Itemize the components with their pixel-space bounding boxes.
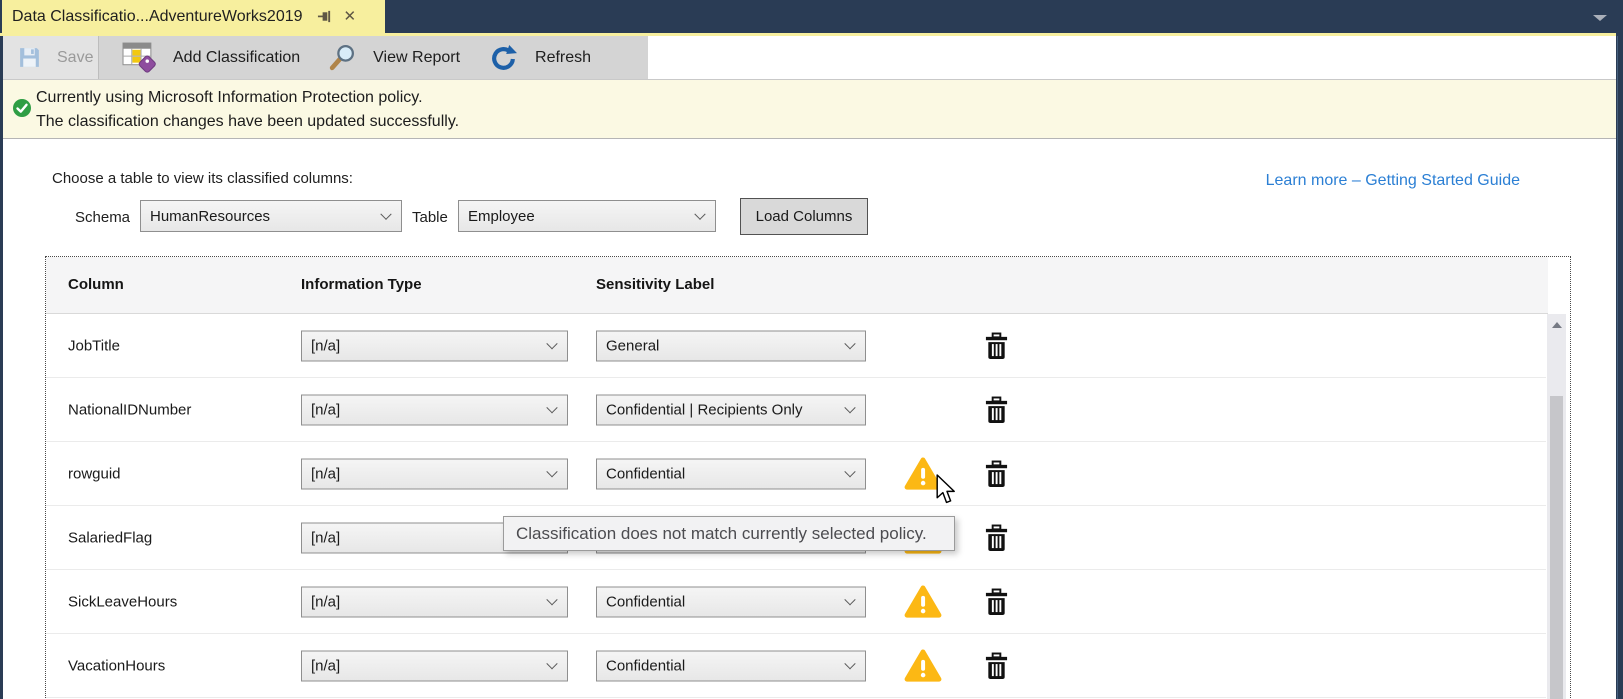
view-report-button[interactable]: View Report [328, 36, 460, 79]
view-report-icon [328, 43, 357, 72]
table-row-nationalidnumber: NationalIDNumber [n/a] Confidential | Re… [46, 378, 1546, 442]
sensitivity-label-select[interactable]: Confidential [596, 650, 866, 681]
save-button[interactable]: Save [3, 36, 99, 79]
schema-value: HumanResources [150, 207, 271, 225]
banner-text: Currently using Microsoft Information Pr… [36, 86, 459, 134]
grid-header: Column Information Type Sensitivity Labe… [46, 257, 1548, 314]
column-name: SalariedFlag [68, 529, 153, 546]
schema-select[interactable]: HumanResources [140, 200, 402, 232]
mouse-cursor-icon [935, 474, 959, 505]
save-icon [17, 45, 42, 70]
chevron-down-icon [546, 338, 558, 350]
chevron-down-icon [380, 208, 392, 220]
tab-title: Data Classificatio...AdventureWorks2019 [12, 7, 303, 25]
trash-icon[interactable] [984, 332, 1009, 359]
refresh-button[interactable]: Refresh [490, 36, 591, 79]
trash-icon[interactable] [984, 460, 1009, 487]
chevron-down-icon [844, 466, 856, 478]
scrollbar-thumb[interactable] [1550, 396, 1563, 699]
column-name: SickLeaveHours [68, 593, 178, 610]
trash-icon[interactable] [984, 652, 1009, 679]
banner-line2: The classification changes have been upd… [36, 113, 460, 130]
sensitivity-label-select[interactable]: General [596, 330, 866, 361]
sensitivity-label-select[interactable]: Confidential [596, 458, 866, 489]
column-name: VacationHours [68, 657, 166, 674]
warning-icon[interactable] [904, 649, 942, 683]
information-type-select[interactable]: [n/a] [301, 394, 568, 425]
main-panel: Choose a table to view its classified co… [3, 139, 1616, 699]
chevron-down-icon [546, 594, 558, 606]
table-row-jobtitle: JobTitle [n/a] General [46, 314, 1546, 378]
column-name: JobTitle [68, 337, 120, 354]
header-information-type: Information Type [301, 276, 422, 293]
table-row-vacationhours: VacationHours [n/a] Confidential [46, 634, 1546, 698]
toolbar-inner: Save [3, 36, 648, 79]
frame-edge-line [1617, 36, 1618, 699]
trash-icon[interactable] [984, 588, 1009, 615]
pin-icon[interactable] [317, 9, 332, 24]
warning-tooltip: Classification does not match currently … [503, 516, 955, 551]
load-columns-button[interactable]: Load Columns [740, 198, 868, 235]
chevron-down-icon [694, 208, 706, 220]
information-type-select[interactable]: [n/a] [301, 586, 568, 617]
chevron-down-icon [546, 466, 558, 478]
scroll-up-arrow-icon[interactable] [1551, 322, 1562, 328]
table-row-sickleavehours: SickLeaveHours [n/a] Confidential [46, 570, 1546, 634]
refresh-icon [490, 44, 518, 71]
add-classification-button[interactable]: Add Classification [121, 36, 300, 79]
information-type-select[interactable]: [n/a] [301, 458, 568, 489]
chevron-down-icon [844, 402, 856, 414]
chevron-down-icon [546, 402, 558, 414]
add-classification-label: Add Classification [173, 48, 301, 66]
column-name: NationalIDNumber [68, 401, 192, 418]
column-name: rowguid [68, 465, 121, 482]
choose-table-prompt: Choose a table to view its classified co… [52, 170, 353, 187]
learn-more-link[interactable]: Learn more – Getting Started Guide [1265, 172, 1520, 189]
success-icon [12, 98, 32, 118]
tab-data-classification[interactable]: Data Classificatio...AdventureWorks2019 … [2, 0, 385, 33]
schema-label: Schema [75, 209, 131, 226]
active-tab-underline [0, 33, 1616, 36]
chevron-down-icon [844, 338, 856, 350]
view-report-label: View Report [373, 48, 461, 66]
document-tab-strip: Data Classificatio...AdventureWorks2019 … [0, 0, 1623, 33]
header-column: Column [68, 276, 124, 293]
information-type-select[interactable]: [n/a] [301, 330, 568, 361]
status-banner: Currently using Microsoft Information Pr… [3, 79, 1616, 139]
sensitivity-label-select[interactable]: Confidential | Recipients Only [596, 394, 866, 425]
toolbar: Save [3, 36, 1616, 79]
chevron-down-icon [844, 658, 856, 670]
refresh-label: Refresh [535, 48, 592, 66]
sensitivity-label-select[interactable]: Confidential [596, 586, 866, 617]
close-icon[interactable]: ✕ [343, 8, 357, 25]
table-select[interactable]: Employee [458, 200, 716, 232]
document-content: Save [3, 36, 1616, 699]
information-type-select[interactable]: [n/a] [301, 650, 568, 681]
chevron-down-icon [844, 594, 856, 606]
table-label: Table [412, 209, 448, 226]
trash-icon[interactable] [984, 396, 1009, 423]
table-row-rowguid: rowguid [n/a] Confidential [46, 442, 1546, 506]
save-label: Save [57, 48, 94, 66]
header-sensitivity-label: Sensitivity Label [596, 276, 715, 293]
chevron-down-icon[interactable] [1593, 15, 1607, 21]
add-classification-icon [121, 41, 157, 74]
banner-line1: Currently using Microsoft Information Pr… [36, 89, 423, 106]
vertical-scrollbar[interactable] [1547, 314, 1566, 699]
table-value: Employee [468, 207, 535, 225]
warning-icon[interactable] [904, 585, 942, 619]
chevron-down-icon [546, 658, 558, 670]
trash-icon[interactable] [984, 524, 1009, 551]
classification-grid: Column Information Type Sensitivity Labe… [45, 256, 1571, 699]
